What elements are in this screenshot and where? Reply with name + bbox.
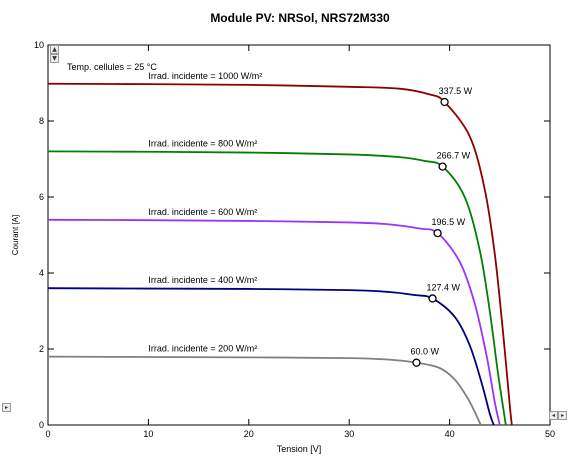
series-line <box>47 150 507 426</box>
series-label: Irrad. incidente = 200 W/m² <box>148 344 257 354</box>
plot-area <box>47 44 551 426</box>
series-label: Irrad. incidente = 800 W/m² <box>148 138 257 148</box>
x-tick-label: 30 <box>344 429 354 439</box>
y-tick-label: 10 <box>34 40 44 50</box>
mpp-power-label: 127.4 W <box>427 282 461 292</box>
x-scroll-right-button[interactable]: ▸ <box>558 411 567 420</box>
y-scroll-up-button[interactable]: ▲ <box>50 45 59 54</box>
y-tick-label: 4 <box>39 268 44 278</box>
mpp-point <box>438 162 447 171</box>
series-1: Irrad. incidente = 1000 W/m² 337.5 W <box>47 71 513 426</box>
series-line <box>47 287 495 426</box>
y-tick-label: 2 <box>39 344 44 354</box>
mpp-point <box>440 97 449 107</box>
series-label: Irrad. incidente = 400 W/m² <box>148 275 257 285</box>
y-axis-label: Courant [A] <box>11 215 20 255</box>
y-axis-reset-button[interactable]: ▸ <box>2 403 11 412</box>
series-line <box>47 218 501 426</box>
x-scroll-left-button[interactable]: ◂ <box>549 411 558 420</box>
mpp-power-label: 266.7 W <box>437 151 471 161</box>
temperature-annotation: Temp. cellules = 25 °C <box>67 62 157 72</box>
y-scroll-down-button[interactable]: ▼ <box>50 54 59 63</box>
series-line <box>47 82 513 426</box>
series-3: Irrad. incidente = 600 W/m² 196.5 W <box>47 207 501 426</box>
series-4: Irrad. incidente = 400 W/m² 127.4 W <box>47 275 495 426</box>
x-axis-label: Tension [V] <box>277 444 322 454</box>
mpp-power-label: 60.0 W <box>410 347 439 357</box>
mpp-power-label: 196.5 W <box>432 217 466 227</box>
mpp-power-label: 337.5 W <box>439 86 473 96</box>
y-tick-label: 6 <box>39 192 44 202</box>
x-tick-label: 50 <box>545 429 555 439</box>
mpp-point <box>428 294 437 303</box>
x-tick-label: 20 <box>244 429 254 439</box>
series-5: Irrad. incidente = 200 W/m² 60.0 W <box>47 344 482 426</box>
series-line <box>47 355 482 426</box>
series-label: Irrad. incidente = 1000 W/m² <box>148 71 262 81</box>
series-2: Irrad. incidente = 800 W/m² 266.7 W <box>47 138 507 426</box>
x-tick-label: 0 <box>45 429 50 439</box>
mpp-point <box>433 228 442 238</box>
chart-title: Module PV: NRSol, NRS72M330 <box>210 11 390 25</box>
mpp-point <box>412 358 421 367</box>
x-tick-label: 40 <box>445 429 455 439</box>
y-tick-label: 8 <box>39 116 44 126</box>
x-tick-label: 10 <box>143 429 153 439</box>
series-label: Irrad. incidente = 600 W/m² <box>148 207 257 217</box>
y-tick-label: 0 <box>39 420 44 430</box>
axes: 0 10 20 30 40 50 0 2 4 6 8 10 <box>34 40 555 439</box>
